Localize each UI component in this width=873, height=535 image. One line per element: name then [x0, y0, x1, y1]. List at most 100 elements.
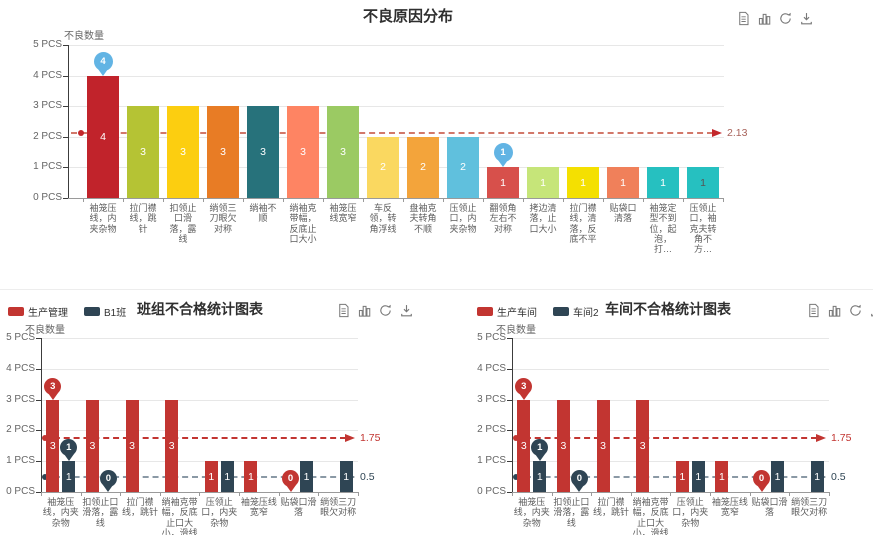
bar-category-12[interactable]: [527, 167, 559, 198]
y-axis-tick: [36, 399, 41, 401]
average-line: [515, 475, 817, 478]
refresh-icon[interactable]: [778, 11, 793, 26]
bar-value-label: 3: [639, 439, 646, 452]
x-axis-tick: [199, 492, 201, 496]
gridline: [68, 106, 724, 108]
download-icon[interactable]: [869, 303, 873, 318]
x-category-label: 袖笼压线，内夹杂物: [513, 497, 550, 528]
gridline: [68, 75, 724, 77]
bar-生产管理-category-6[interactable]: [244, 461, 258, 492]
x-category-label: 扣领止口滑落，露线: [82, 497, 119, 528]
bar-category-9[interactable]: [407, 136, 439, 198]
x-category-label: 压领止口，内夹杂物: [672, 497, 709, 528]
x-category-label: 扣领止口滑落，露线: [169, 203, 197, 245]
bar-生产车间-category-2[interactable]: [556, 399, 570, 492]
legend-item-team-series-2[interactable]: B1班: [84, 304, 126, 319]
bar-B1班-category-7[interactable]: [300, 461, 314, 492]
bar-value-label: 2: [460, 161, 466, 174]
gridline: [41, 368, 358, 370]
bar-category-2[interactable]: [127, 106, 159, 198]
y-axis-tick: [507, 338, 512, 339]
data-view-icon[interactable]: [736, 11, 751, 26]
y-tick-label: 1 PCS: [33, 161, 62, 173]
bar-生产管理-category-2[interactable]: [85, 399, 99, 492]
bar-category-7[interactable]: [327, 106, 359, 198]
bar-category-11[interactable]: [487, 167, 519, 198]
panel-divider: [0, 289, 873, 290]
bar-value-label: 4: [100, 130, 106, 143]
x-category-label: 压领止口，内夹杂物: [201, 497, 238, 528]
bar-chart-icon[interactable]: [357, 303, 372, 318]
average-line-arrow: [345, 434, 355, 443]
bar-生产管理-category-5[interactable]: [204, 461, 218, 492]
bar-生产车间-category-5[interactable]: [675, 461, 689, 492]
bar-category-10[interactable]: [447, 136, 479, 198]
bar-category-16[interactable]: [687, 167, 719, 198]
bar-chart-icon[interactable]: [757, 11, 772, 26]
average-line: [44, 437, 346, 440]
data-view-icon[interactable]: [806, 303, 821, 318]
download-icon[interactable]: [799, 11, 814, 26]
bar-category-3[interactable]: [167, 106, 199, 198]
bar-生产车间-category-6[interactable]: [715, 461, 729, 492]
bar-category-1[interactable]: [87, 75, 119, 198]
workshop-chart-title: 车间不合格统计图表: [605, 301, 731, 317]
bar-车间2-category-7[interactable]: [771, 461, 785, 492]
bar-生产车间-category-4[interactable]: [636, 399, 650, 492]
x-category-label: 拉门襟线，清落，反底不平: [569, 203, 597, 245]
bar-B1班-category-8[interactable]: [339, 461, 353, 492]
bar-value-label: 3: [180, 146, 186, 159]
bar-生产管理-category-3[interactable]: [125, 399, 139, 492]
bar-车间2-category-5[interactable]: [691, 461, 705, 492]
bar-车间2-category-8[interactable]: [810, 461, 824, 492]
mark-point-pin-tail: [574, 485, 585, 492]
x-axis-tick: [120, 492, 122, 496]
bar-B1班-category-5[interactable]: [220, 461, 234, 492]
bar-value-label: 1: [303, 470, 310, 483]
bar-value-label: 3: [520, 439, 527, 452]
bar-chart-icon[interactable]: [827, 303, 842, 318]
bar-生产管理-category-1[interactable]: [46, 399, 60, 492]
bar-category-13[interactable]: [567, 167, 599, 198]
gridline: [512, 430, 829, 432]
bar-category-8[interactable]: [367, 136, 399, 198]
mark-point-pin-tail: [756, 485, 767, 492]
bar-value-label: 1: [814, 470, 821, 483]
bar-B1班-category-1[interactable]: [62, 461, 76, 492]
legend-label: B1班: [104, 308, 127, 319]
bar-category-15[interactable]: [647, 167, 679, 198]
average-line-arrow: [816, 434, 826, 443]
average-line-arrow: [712, 128, 722, 137]
x-category-label: 车反领，转角浮线: [369, 203, 397, 234]
bar-value-label: 2: [420, 161, 426, 174]
x-category-label: 扣领止口滑落，露线: [553, 497, 590, 528]
bar-category-6[interactable]: [287, 106, 319, 198]
data-view-icon[interactable]: [336, 303, 351, 318]
bar-生产车间-category-3[interactable]: [596, 399, 610, 492]
refresh-icon[interactable]: [848, 303, 863, 318]
bar-车间2-category-1[interactable]: [533, 461, 547, 492]
mark-point-pin: 0: [99, 470, 117, 487]
x-axis-tick: [357, 492, 359, 496]
bar-category-4[interactable]: [207, 106, 239, 198]
bar-value-label: 3: [140, 146, 146, 159]
bar-value-label: 1: [774, 470, 781, 483]
bar-value-label: 3: [89, 439, 96, 452]
bar-生产车间-category-1[interactable]: [517, 399, 531, 492]
x-axis-tick: [670, 492, 672, 496]
average-line: [515, 437, 817, 440]
bar-生产管理-category-4[interactable]: [165, 399, 179, 492]
mark-point-pin-tail: [47, 392, 58, 400]
y-axis-tick: [36, 368, 41, 370]
legend-item-workshop-series-2[interactable]: 车间2: [553, 304, 599, 319]
mark-point-pin: 0: [282, 470, 300, 487]
bar-category-14[interactable]: [607, 167, 639, 198]
bar-category-5[interactable]: [247, 106, 279, 198]
legend-item-workshop-series-1[interactable]: 生产车间: [477, 304, 537, 319]
refresh-icon[interactable]: [378, 303, 393, 318]
download-icon[interactable]: [399, 303, 414, 318]
y-axis-tick: [36, 430, 41, 432]
y-axis-tick: [63, 136, 68, 138]
legend-item-team-series-1[interactable]: 生产管理: [8, 304, 68, 319]
